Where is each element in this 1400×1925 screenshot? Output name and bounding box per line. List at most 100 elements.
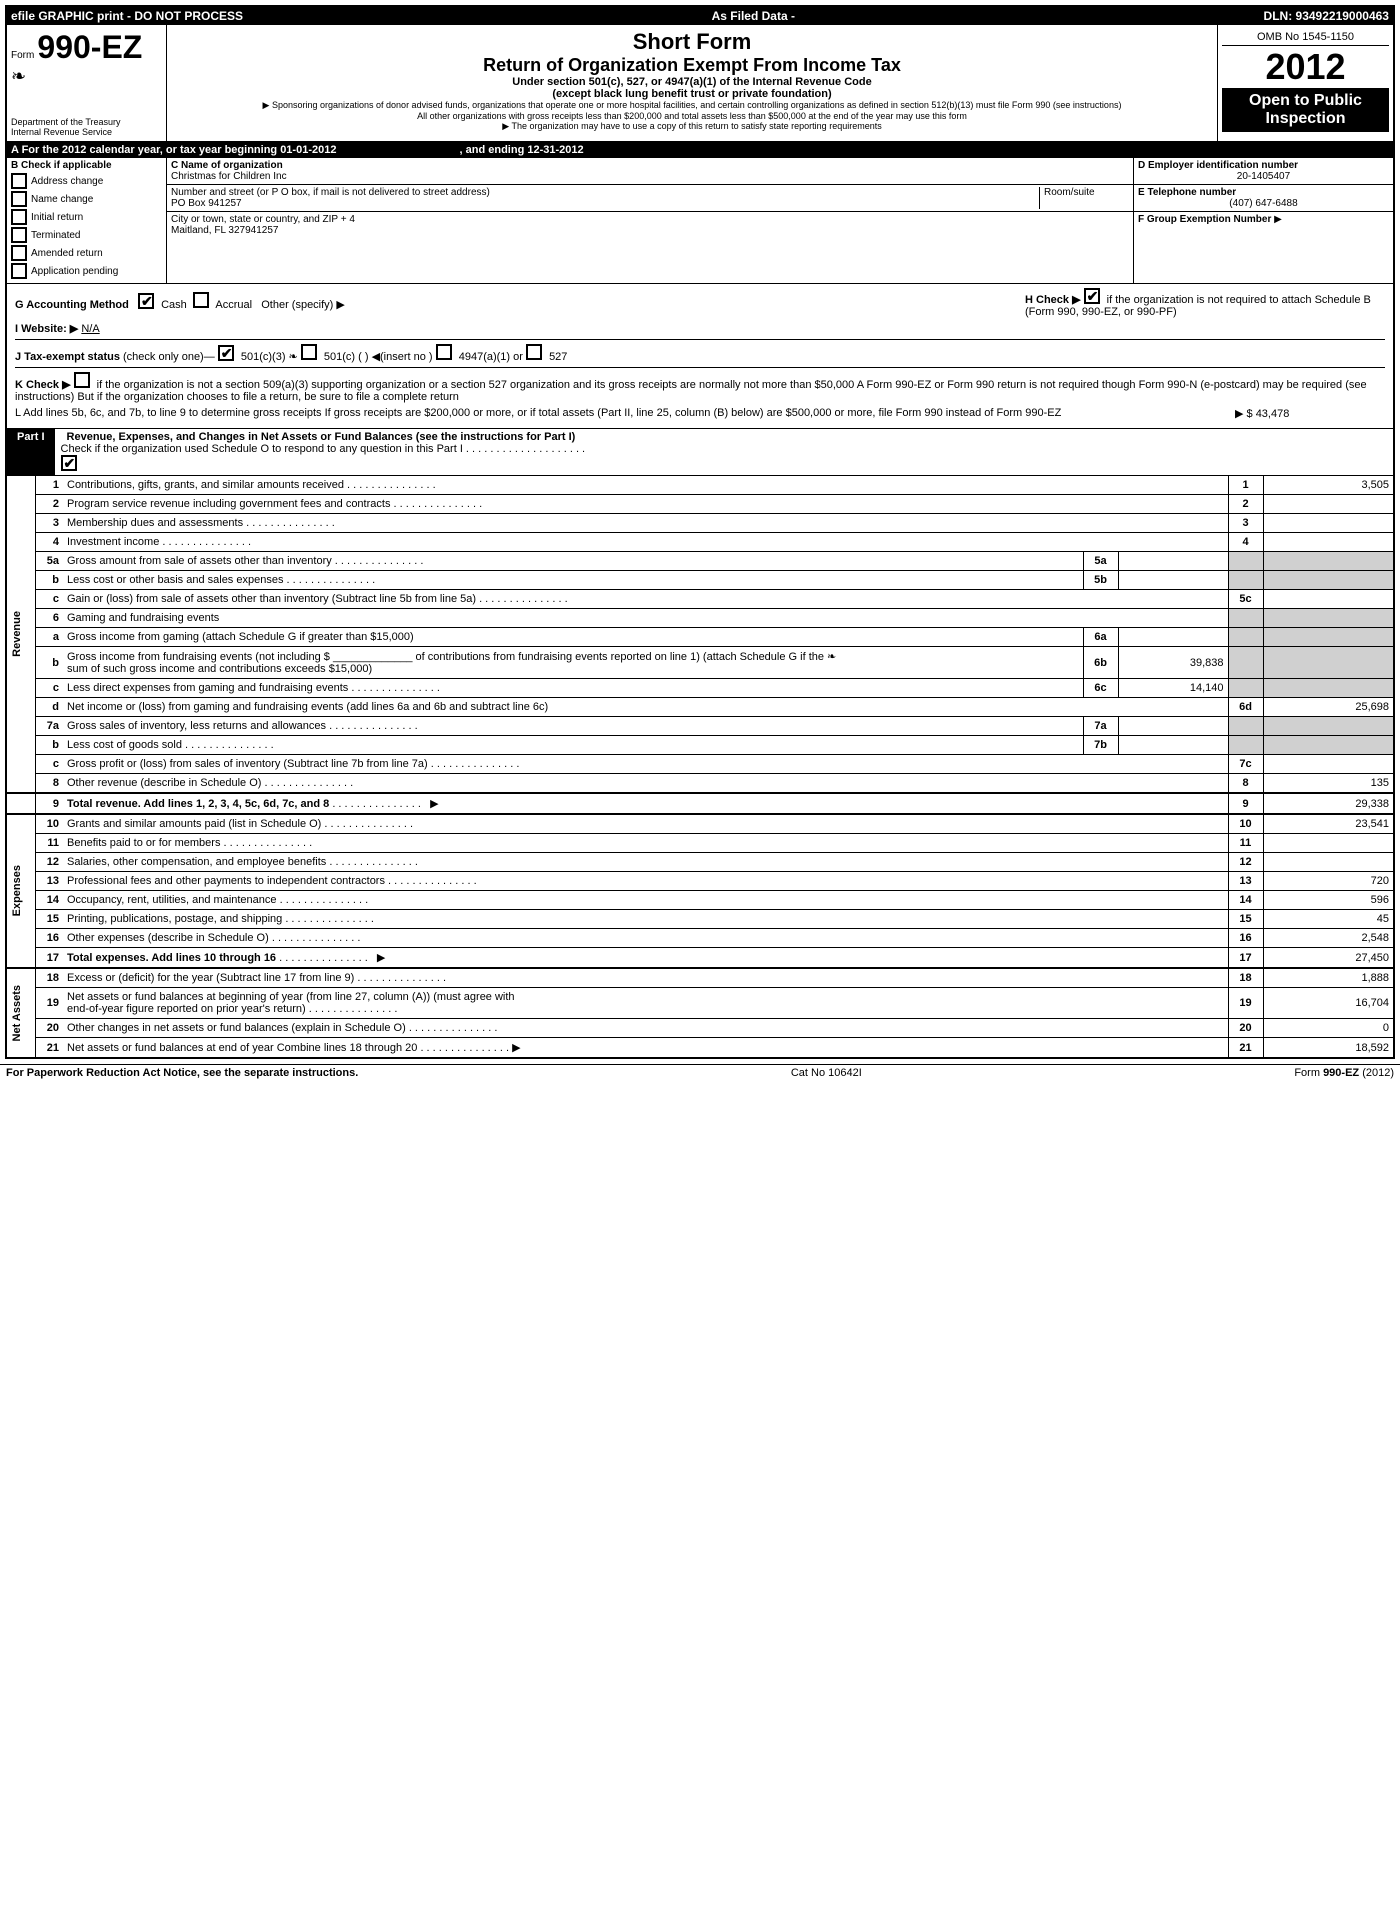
v-16: 2,548 [1263,929,1393,948]
ln-6a: a [35,628,63,647]
g-label: G Accounting Method [15,299,129,311]
info-section: B Check if applicable Address change Nam… [7,158,1393,283]
website: N/A [81,323,99,335]
j-o2: 501(c) ( ) ◀(insert no ) [324,351,433,363]
v-14: 596 [1263,891,1393,910]
opt-name: Name change [31,194,93,205]
g-cash: Cash [161,299,187,311]
nb-7b-shade [1228,736,1263,755]
j-o1: 501(c)(3) [241,351,286,363]
cb-cash[interactable] [138,293,154,309]
v-9: 29,338 [1263,793,1393,814]
sv-6a [1118,628,1228,647]
d-14: Occupancy, rent, utilities, and maintena… [67,894,277,906]
cb-527[interactable] [526,344,542,360]
v-7b-shade [1263,736,1393,755]
line-a: A For the 2012 calendar year, or tax yea… [7,142,1393,158]
nb-14: 14 [1228,891,1263,910]
ln-14: 14 [35,891,63,910]
line-g: G Accounting Method Cash Accrual Other (… [15,292,1025,311]
cb-accrual[interactable] [193,292,209,308]
cb-501c[interactable] [301,344,317,360]
cb-part1[interactable] [61,455,77,471]
ln-19: 19 [35,988,63,1019]
topbar-mid: As Filed Data - [712,9,795,23]
nb-21: 21 [1228,1038,1263,1058]
cb-4947[interactable] [436,344,452,360]
section-b: B Check if applicable Address change Nam… [7,158,167,283]
irs: Internal Revenue Service [11,127,162,137]
d-6c: Less direct expenses from gaming and fun… [67,682,348,694]
cb-address[interactable] [11,173,27,189]
l-text: L Add lines 5b, 6c, and 7b, to line 9 to… [15,407,1235,420]
d-label: D Employer identification number [1138,160,1389,171]
c-street-label: Number and street (or P O box, if mail i… [171,187,490,198]
cb-terminated[interactable] [11,227,27,243]
cb-name[interactable] [11,191,27,207]
d-18: Excess or (deficit) for the year (Subtra… [67,972,354,984]
header-right: OMB No 1545-1150 2012 Open to Public Ins… [1218,25,1393,141]
sv-7b [1118,736,1228,755]
sb-6c: 6c [1083,679,1118,698]
d-17: Total expenses. Add lines 10 through 16 [67,952,276,964]
opt-address: Address change [31,176,103,187]
sb-7a: 7a [1083,717,1118,736]
d-13: Professional fees and other payments to … [67,875,385,887]
d-5c: Gain or (loss) from sale of assets other… [67,593,476,605]
v-3 [1263,514,1393,533]
ln-16: 16 [35,929,63,948]
cb-amended[interactable] [11,245,27,261]
v-18: 1,888 [1263,968,1393,988]
nb-6d: 6d [1228,698,1263,717]
nb-6b-shade [1228,647,1263,679]
dept: Department of the Treasury [11,117,162,127]
j-text: (check only one)— [123,351,215,363]
inspection-text: Inspection [1226,110,1385,128]
sv-6b: 39,838 [1118,647,1228,679]
ln-7a: 7a [35,717,63,736]
v-21: 18,592 [1263,1038,1393,1058]
cb-k[interactable] [74,372,90,388]
v-20: 0 [1263,1019,1393,1038]
topbar-left: efile GRAPHIC print - DO NOT PROCESS [11,9,243,23]
nb-2: 2 [1228,495,1263,514]
d-7a: Gross sales of inventory, less returns a… [67,720,326,732]
org-name: Christmas for Children Inc [171,171,1129,182]
cb-pending[interactable] [11,263,27,279]
section-b-label: B Check if applicable [11,160,162,171]
cb-initial[interactable] [11,209,27,225]
line-k: K Check ▶ if the organization is not a s… [15,372,1385,403]
nb-10: 10 [1228,814,1263,834]
d-5b: Less cost or other basis and sales expen… [67,574,283,586]
nb-1: 1 [1228,476,1263,495]
ln-7c: c [35,755,63,774]
line-a-prefix: A For the 2012 calendar year, or tax yea… [11,144,336,156]
note1: ▶ Sponsoring organizations of donor advi… [171,100,1213,111]
section-de: D Employer identification number 20-1405… [1133,158,1393,283]
d-12: Salaries, other compensation, and employ… [67,856,326,868]
line-j: J Tax-exempt status (check only one)— 50… [15,339,1385,368]
v-5a-shade [1263,552,1393,571]
ln-6b: b [35,647,63,679]
cb-h[interactable] [1084,288,1100,304]
v-15: 45 [1263,910,1393,929]
ln-10: 10 [35,814,63,834]
d-6b2: sum of such gross income and contributio… [67,663,372,675]
d-20: Other changes in net assets or fund bala… [67,1022,406,1034]
ln-3: 3 [35,514,63,533]
section-revenue: Revenue [11,611,23,657]
nb-13: 13 [1228,872,1263,891]
footer-right: Form 990-EZ (2012) [1294,1067,1394,1079]
d-15: Printing, publications, postage, and shi… [67,913,282,925]
cb-501c3[interactable] [218,345,234,361]
c-room-label: Room/suite [1039,187,1129,209]
line-i: I Website: ▶ N/A [15,322,1385,335]
d-21: Net assets or fund balances at end of ye… [67,1042,417,1054]
v-6b-shade [1263,647,1393,679]
form-number: 990-EZ [37,29,142,65]
d-19: Net assets or fund balances at beginning… [67,991,515,1003]
ln-13: 13 [35,872,63,891]
ln-2: 2 [35,495,63,514]
nb-12: 12 [1228,853,1263,872]
form-990ez: efile GRAPHIC print - DO NOT PROCESS As … [5,5,1395,1059]
